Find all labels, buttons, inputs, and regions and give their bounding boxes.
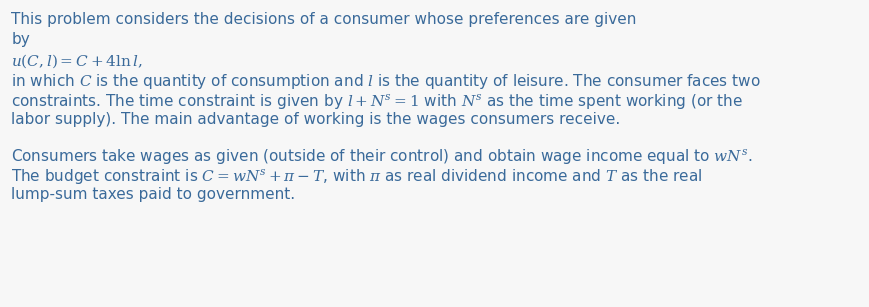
Text: labor supply). The main advantage of working is the wages consumers receive.: labor supply). The main advantage of wor… [11,112,620,127]
Text: constraints. The time constraint is given by $l + N^s = 1$ with $N^s$ as the tim: constraints. The time constraint is give… [11,92,742,111]
Text: by: by [11,32,30,47]
Text: $u(C,l) = C + 4\ln l,$: $u(C,l) = C + 4\ln l,$ [11,52,143,70]
Text: This problem considers the decisions of a consumer whose preferences are given: This problem considers the decisions of … [11,12,636,27]
Text: The budget constraint is $C = wN^s + \pi - T$, with $\pi$ as real dividend incom: The budget constraint is $C = wN^s + \pi… [11,167,702,186]
Text: in which $C$ is the quantity of consumption and $l$ is the quantity of leisure. : in which $C$ is the quantity of consumpt… [11,72,760,91]
Text: lump-sum taxes paid to government.: lump-sum taxes paid to government. [11,187,295,202]
Text: Consumers take wages as given (outside of their control) and obtain wage income : Consumers take wages as given (outside o… [11,147,752,166]
